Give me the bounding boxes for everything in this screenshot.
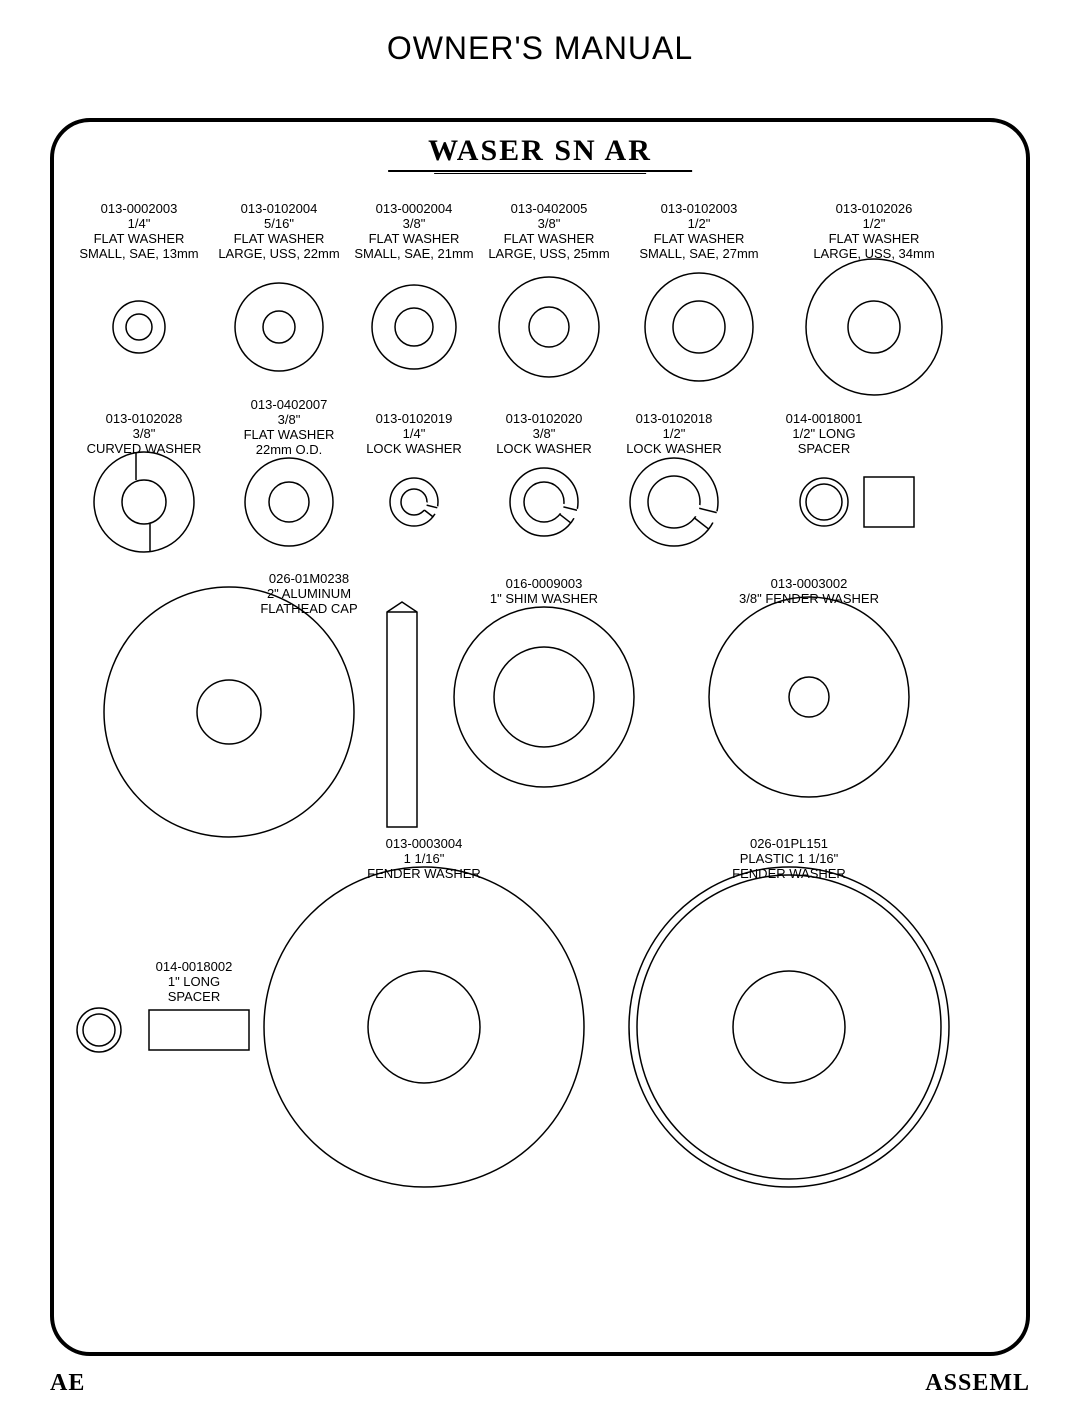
page-title: OWNER'S MANUAL xyxy=(0,30,1080,67)
washer-diagram xyxy=(54,122,1026,1352)
part-label: 013-0003004 1 1/16" FENDER WASHER xyxy=(367,837,481,882)
part-label: 014-0018001 1/2" LONG SPACER xyxy=(786,412,863,457)
part-label: 013-0102004 5/16" FLAT WASHER LARGE, USS… xyxy=(218,202,339,262)
part-label: 013-0002004 3/8" FLAT WASHER SMALL, SAE,… xyxy=(354,202,473,262)
part-label: 013-0102028 3/8" CURVED WASHER xyxy=(87,412,202,457)
part-label: 013-0102019 1/4" LOCK WASHER xyxy=(366,412,462,457)
part-label: 026-01PL151 PLASTIC 1 1/16" FENDER WASHE… xyxy=(732,837,846,882)
part-label: 013-0102018 1/2" LOCK WASHER xyxy=(626,412,722,457)
part-label: 013-0003002 3/8" FENDER WASHER xyxy=(739,577,879,607)
part-label: 016-0009003 1" SHIM WASHER xyxy=(490,577,598,607)
part-label: 026-01M0238 2" ALUMINUM FLATHEAD CAP xyxy=(260,572,357,617)
part-label: 013-0402007 3/8" FLAT WASHER 22mm O.D. xyxy=(244,398,335,458)
footer-left: AE xyxy=(50,1370,85,1397)
part-label: 013-0402005 3/8" FLAT WASHER LARGE, USS,… xyxy=(488,202,609,262)
part-label: 013-0102020 3/8" LOCK WASHER xyxy=(496,412,592,457)
part-label: 013-0002003 1/4" FLAT WASHER SMALL, SAE,… xyxy=(79,202,198,262)
part-label: 013-0102003 1/2" FLAT WASHER SMALL, SAE,… xyxy=(639,202,758,262)
part-label: 014-0018002 1" LONG SPACER xyxy=(156,960,233,1005)
footer-right: ASSEML xyxy=(925,1370,1030,1397)
part-label: 013-0102026 1/2" FLAT WASHER LARGE, USS,… xyxy=(813,202,934,262)
chart-frame: WASER SN AR 013-0002003 1/4" FLAT WASHER… xyxy=(50,118,1030,1356)
